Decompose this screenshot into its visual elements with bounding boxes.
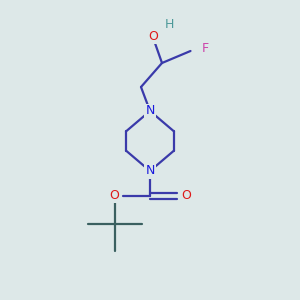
Text: N: N <box>145 164 155 178</box>
Text: F: F <box>202 41 209 55</box>
Text: O: O <box>148 29 158 43</box>
Text: O: O <box>182 189 191 202</box>
Text: N: N <box>145 104 155 118</box>
Text: H: H <box>165 17 174 31</box>
Text: O: O <box>110 189 119 202</box>
